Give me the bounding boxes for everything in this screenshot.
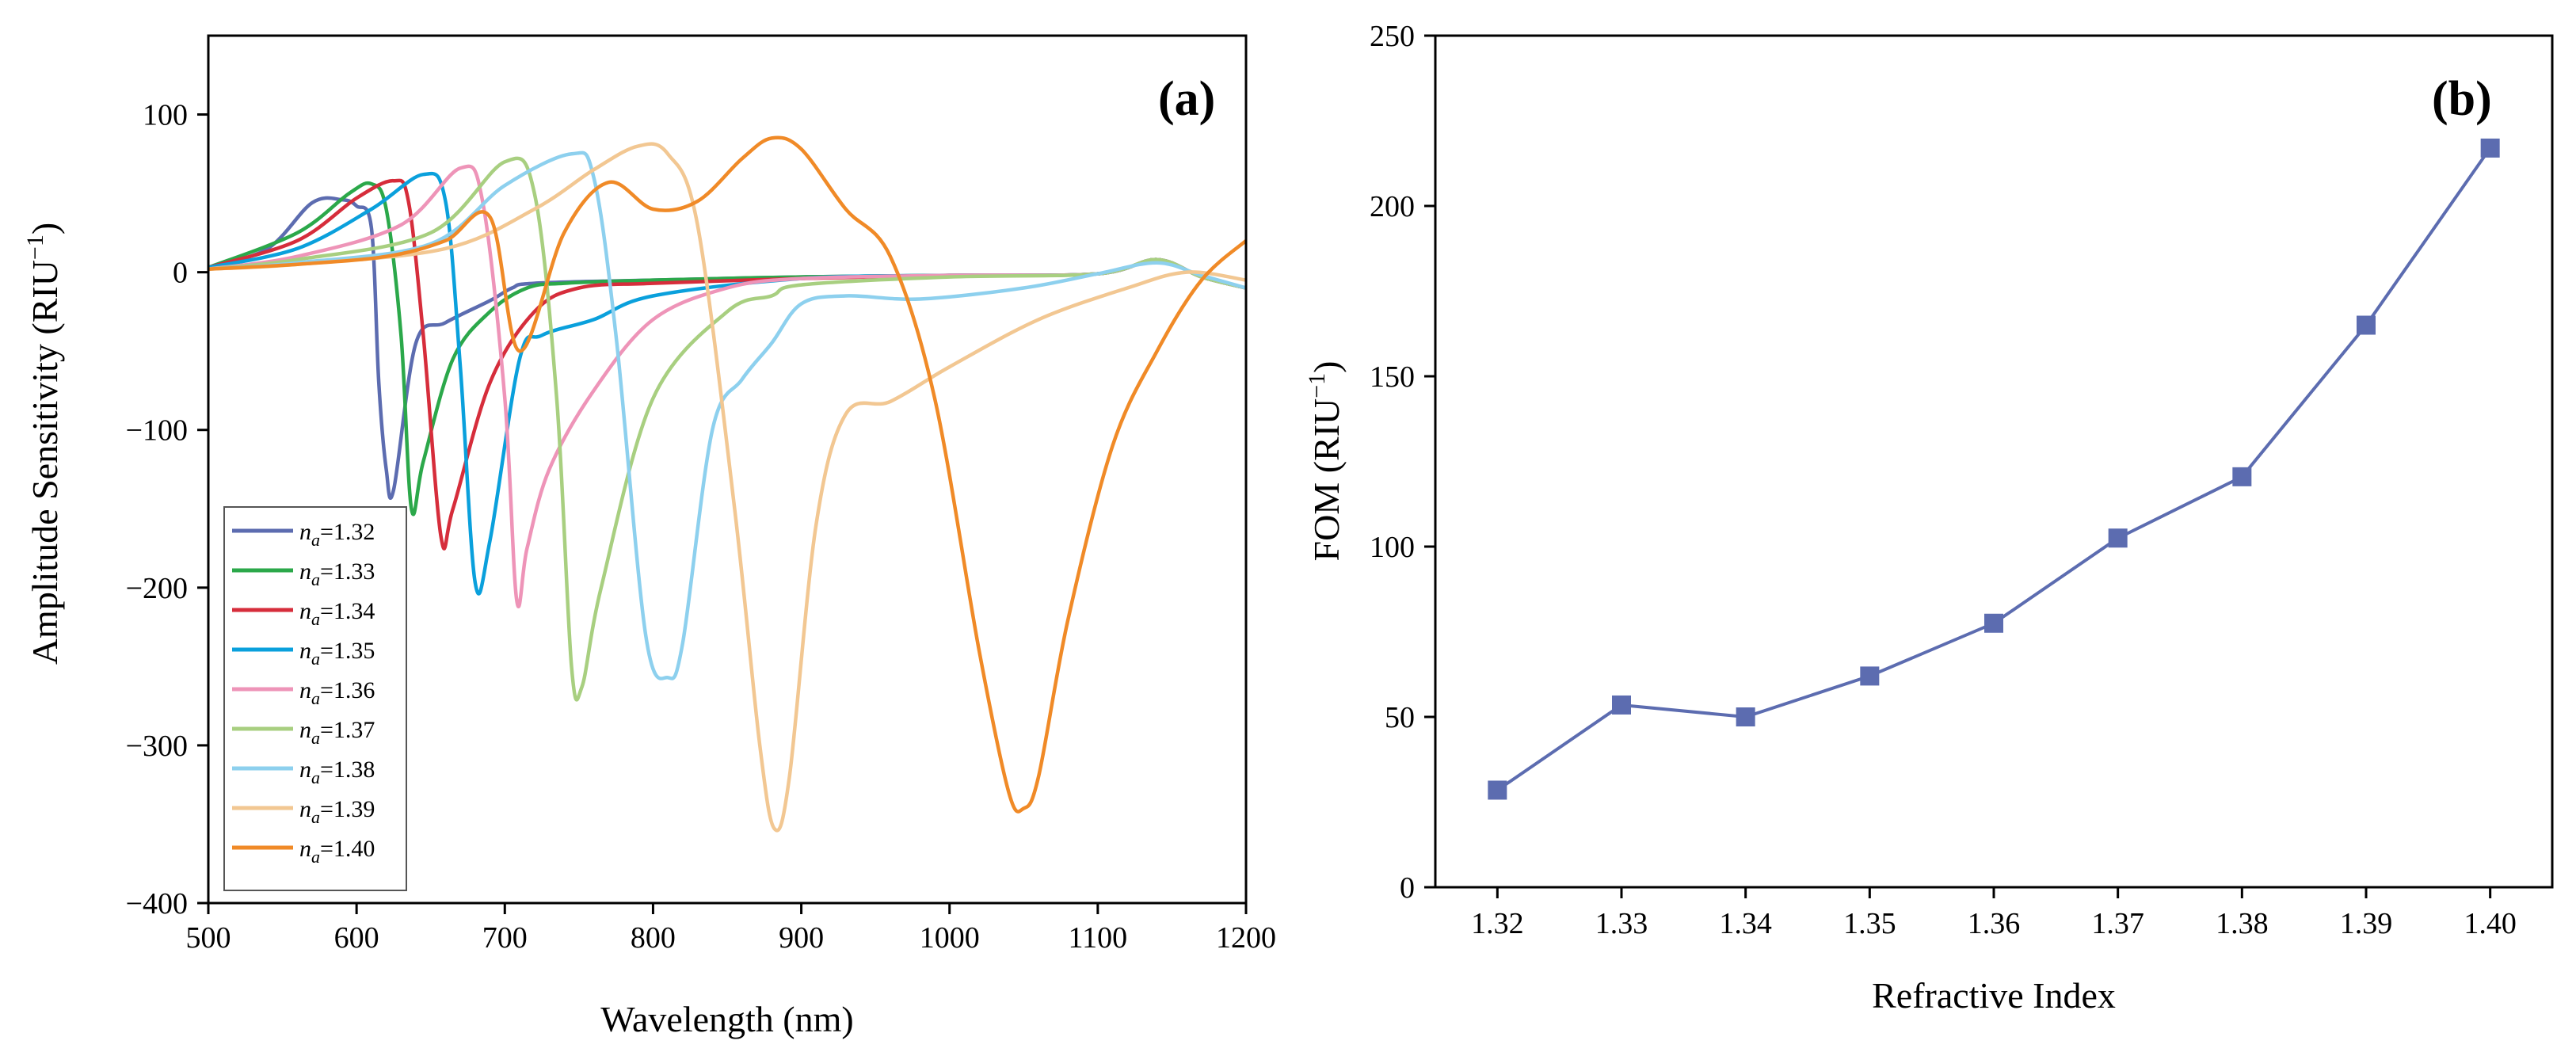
y-tick-label: 0 (1400, 871, 1415, 905)
panel-a-label: (a) (1158, 72, 1215, 126)
x-tick-label: 1.35 (1843, 907, 1896, 940)
y-tick-label: 0 (173, 257, 188, 290)
panel-a-amplitude-sensitivity: 500 600 700 800 900 1000 1100 1200 −400−300−200… (22, 34, 1276, 1039)
x-tick-label: 1000 (920, 921, 980, 955)
legend-label-na-1.35: na=1.35 (299, 638, 375, 669)
y-tick-label: 100 (143, 99, 188, 132)
x-tick-label: 900 (779, 921, 824, 955)
panel-a-x-axis-label: Wavelength (nm) (600, 999, 853, 1039)
panel-b-x-ticks: 1.32 1.33 1.34 1.35 1.36 1.37 1.38 1.39 1.40 (1471, 887, 2517, 940)
y-tick-label: 250 (1370, 20, 1415, 53)
panel-a-y-ticks: −400 −300 −200 −100 0 100 (126, 99, 208, 920)
fom-point-1.36 (1984, 613, 2003, 633)
legend-label-na-1.38: na=1.38 (299, 757, 375, 787)
panel-b-y-ticks: 0 50 100 150 200 250 (1370, 20, 1435, 905)
panel-a-legend: na=1.32 na=1.33 na=1.34 na=1.35 na=1.36 na=1.… (223, 506, 407, 891)
fom-point-1.38 (2232, 467, 2252, 486)
x-tick-label: 1.32 (1471, 907, 1524, 940)
x-tick-label: 1.37 (2091, 907, 2144, 940)
y-tick-label: 150 (1370, 360, 1415, 394)
x-tick-label: 500 (186, 921, 231, 955)
legend-label-na-1.34: na=1.34 (299, 598, 375, 629)
panel-b-plot (1488, 138, 2500, 800)
fom-point-1.34 (1736, 707, 1755, 726)
x-tick-label: 1200 (1216, 921, 1276, 955)
series-line-na-1.40 (208, 135, 1246, 814)
y-tick-label: 100 (1370, 531, 1415, 564)
panel-a-x-ticks: 500 600 700 800 900 1000 1100 1200 (186, 903, 1276, 955)
panel-b-fom: 1.32 1.33 1.34 1.35 1.36 1.37 1.38 1.39 1.40 0 50… (1304, 20, 2554, 1016)
x-tick-label: 600 (334, 921, 379, 955)
fom-point-1.33 (1612, 695, 1631, 715)
x-tick-label: 1.39 (2340, 907, 2393, 940)
y-tick-label: 50 (1385, 701, 1415, 734)
panel-b-y-axis-label: FOM (RIU−1) (1304, 361, 1347, 562)
y-tick-label: −100 (126, 414, 188, 448)
legend-label-na-1.39: na=1.39 (299, 796, 375, 827)
y-tick-label: −200 (126, 572, 188, 605)
panel-b-label: (b) (2432, 72, 2492, 126)
panel-a-y-axis-label: Amplitude Sensitivity (RIU−1) (22, 223, 65, 665)
fom-point-1.35 (1860, 666, 1880, 686)
x-tick-label: 1.33 (1595, 907, 1648, 940)
y-tick-label: 200 (1370, 190, 1415, 223)
panel-b-axes-frame (1434, 34, 2554, 889)
fom-point-1.37 (2108, 528, 2128, 548)
fom-point-1.39 (2357, 315, 2376, 335)
series-line-na-1.39 (208, 142, 1246, 833)
x-tick-label: 800 (631, 921, 676, 955)
fom-point-1.32 (1488, 780, 1507, 800)
series-line-na-1.38 (208, 151, 1246, 680)
x-tick-label: 1.36 (1968, 907, 2021, 940)
fom-line (1496, 147, 2492, 792)
x-tick-label: 700 (482, 921, 528, 955)
fom-point-1.40 (2480, 138, 2500, 158)
panel-a-series-lines (208, 135, 1246, 833)
x-tick-label: 1.40 (2464, 907, 2517, 940)
y-tick-label: −300 (126, 730, 188, 763)
legend-label-na-1.40: na=1.40 (299, 836, 375, 867)
legend-label-na-1.36: na=1.36 (299, 677, 375, 708)
x-tick-label: 1.34 (1719, 907, 1772, 940)
legend-label-na-1.33: na=1.33 (299, 558, 375, 589)
series-line-na-1.37 (208, 156, 1246, 702)
panel-a-axes-frame (207, 34, 1248, 905)
x-tick-label: 1.38 (2216, 907, 2269, 940)
legend-label-na-1.37: na=1.37 (299, 717, 375, 748)
panel-b-x-axis-label: Refractive Index (1872, 975, 2116, 1016)
y-tick-label: −400 (126, 887, 188, 920)
x-tick-label: 1100 (1069, 921, 1128, 955)
legend-label-na-1.32: na=1.32 (299, 519, 375, 550)
